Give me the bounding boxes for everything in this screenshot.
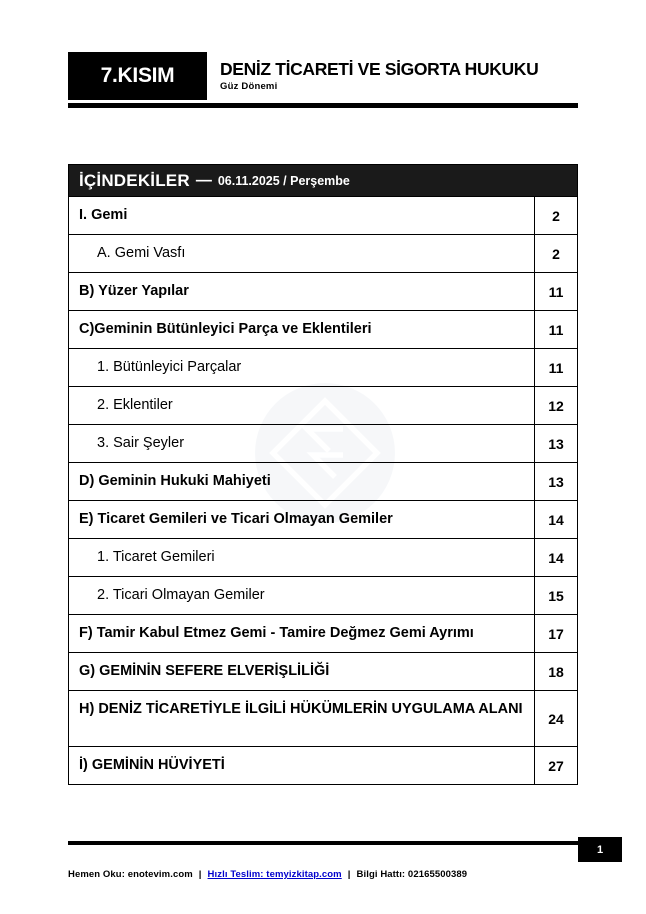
toc-entry-label: 2. Ticari Olmayan Gemiler <box>69 577 535 614</box>
toc-row[interactable]: A. Gemi Vasfı 2 <box>69 235 577 273</box>
toc-entry-page: 11 <box>548 321 564 338</box>
toc-entry-label: 1. Bütünleyici Parçalar <box>69 349 535 386</box>
toc-entry-label: F) Tamir Kabul Etmez Gemi - Tamire Değme… <box>69 615 535 652</box>
footer-contact-line: Hemen Oku: enotevim.com | Hızlı Teslim: … <box>68 869 608 880</box>
toc-entry-page: 15 <box>548 587 564 604</box>
toc-header-bar: İÇİNDEKİLER — 06.11.2025 / Perşembe <box>69 165 577 197</box>
toc-row[interactable]: 2. Ticari Olmayan Gemiler 15 <box>69 577 577 615</box>
footer-info-label: Bilgi Hattı: 02165500389 <box>356 869 468 880</box>
toc-row-list: I. Gemi 2 A. Gemi Vasfı 2 B) Yüzer Yapılar 11… <box>69 197 577 784</box>
toc-entry-label: H) DENİZ TİCARETİYLE İLGİLİ HÜKÜMLERİN U… <box>69 691 535 746</box>
toc-row[interactable]: I. Gemi 2 <box>69 197 577 235</box>
toc-row[interactable]: H) DENİZ TİCARETİYLE İLGİLİ HÜKÜMLERİN U… <box>69 691 577 747</box>
footer-separator-2: | <box>347 869 351 880</box>
toc-entry-label: I. Gemi <box>69 197 535 234</box>
toc-entry-page: 27 <box>548 757 564 774</box>
toc-row[interactable]: 1. Ticaret Gemileri 14 <box>69 539 577 577</box>
page-number: 1 <box>596 843 604 856</box>
toc-date: 06.11.2025 / Perşembe <box>217 173 350 188</box>
chapter-badge: 7.KISIM <box>68 52 207 100</box>
toc-entry-label: E) Ticaret Gemileri ve Ticari Olmayan Ge… <box>69 501 535 538</box>
toc-entry-page: 11 <box>548 359 564 376</box>
footer-divider-rule <box>68 841 578 845</box>
toc-entry-label: 3. Sair Şeyler <box>69 425 535 462</box>
toc-heading: İÇİNDEKİLER <box>79 170 190 190</box>
toc-row[interactable]: 1. Bütünleyici Parçalar 11 <box>69 349 577 387</box>
toc-row[interactable]: F) Tamir Kabul Etmez Gemi - Tamire Değme… <box>69 615 577 653</box>
header-divider-rule <box>68 102 578 108</box>
document-header: 7.KISIM DENİZ TİCARETİ VE SİGORTA HUKUKU… <box>68 52 578 108</box>
toc-entry-label: D) Geminin Hukuki Mahiyeti <box>69 463 535 500</box>
toc-row[interactable]: 2. Eklentiler 12 <box>69 387 577 425</box>
document-title: DENİZ TİCARETİ VE SİGORTA HUKUKU <box>220 58 539 79</box>
toc-row[interactable]: İ) GEMİNİN HÜVİYETİ 27 <box>69 747 577 784</box>
toc-entry-page: 11 <box>548 283 564 300</box>
toc-entry-page: 12 <box>548 397 564 414</box>
toc-entry-page: 18 <box>548 663 564 680</box>
toc-entry-page: 17 <box>548 625 564 642</box>
toc-row[interactable]: D) Geminin Hukuki Mahiyeti 13 <box>69 463 577 501</box>
header-title-group: DENİZ TİCARETİ VE SİGORTA HUKUKU Güz Dön… <box>220 52 578 100</box>
footer-delivery-link[interactable]: Hızlı Teslim: temyizkitap.com <box>207 869 342 880</box>
toc-row[interactable]: C)Geminin Bütünleyici Parça ve Eklentile… <box>69 311 577 349</box>
toc-entry-page: 13 <box>548 473 564 490</box>
toc-entry-label: A. Gemi Vasfı <box>69 235 535 272</box>
footer-read-label: Hemen Oku: enotevim.com <box>68 869 193 880</box>
toc-entry-page: 14 <box>548 549 564 566</box>
footer-separator-1: | <box>198 869 202 880</box>
toc-entry-page: 14 <box>548 511 564 528</box>
toc-row[interactable]: E) Ticaret Gemileri ve Ticari Olmayan Ge… <box>69 501 577 539</box>
document-subtitle: Güz Dönemi <box>220 81 278 93</box>
toc-row[interactable]: G) GEMİNİN SEFERE ELVERİŞLİLİĞİ 18 <box>69 653 577 691</box>
toc-entry-label: B) Yüzer Yapılar <box>69 273 535 310</box>
toc-entry-page: 13 <box>548 435 564 452</box>
toc-entry-label: C)Geminin Bütünleyici Parça ve Eklentile… <box>69 311 535 348</box>
toc-entry-page: 2 <box>552 207 560 224</box>
toc-entry-label: 1. Ticaret Gemileri <box>69 539 535 576</box>
toc-heading-dash: — <box>195 171 212 189</box>
table-of-contents: İÇİNDEKİLER — 06.11.2025 / Perşembe I. G… <box>68 164 578 785</box>
toc-row[interactable]: B) Yüzer Yapılar 11 <box>69 273 577 311</box>
chapter-badge-label: 7.KISIM <box>100 64 175 87</box>
toc-entry-page: 2 <box>552 245 560 262</box>
toc-row[interactable]: 3. Sair Şeyler 13 <box>69 425 577 463</box>
toc-entry-label: 2. Eklentiler <box>69 387 535 424</box>
page-number-badge: 1 <box>578 837 622 862</box>
toc-entry-label: G) GEMİNİN SEFERE ELVERİŞLİLİĞİ <box>69 653 535 690</box>
toc-entry-label: İ) GEMİNİN HÜVİYETİ <box>69 747 535 784</box>
toc-entry-page: 24 <box>548 710 564 727</box>
